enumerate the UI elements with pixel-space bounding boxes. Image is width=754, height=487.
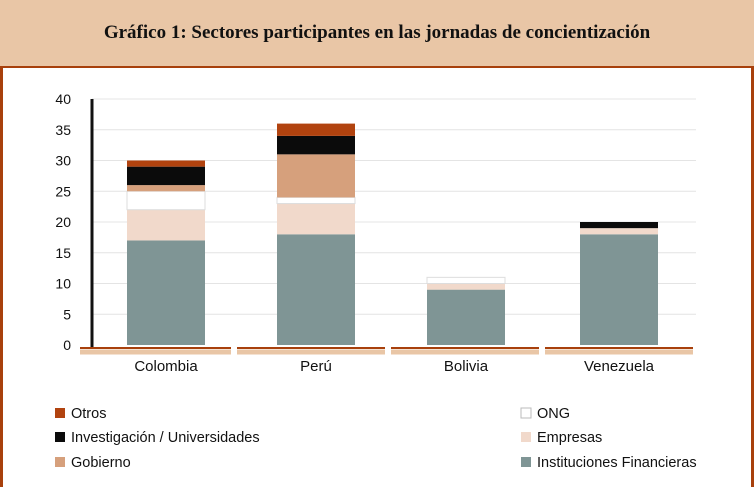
bar-segment bbox=[277, 135, 355, 155]
bar-segment bbox=[127, 166, 205, 186]
bar-segment bbox=[127, 240, 205, 345]
bar-segment bbox=[580, 234, 658, 345]
bar-segment bbox=[277, 154, 355, 198]
bar-segment bbox=[277, 203, 355, 235]
legend-swatch bbox=[55, 457, 65, 467]
y-tick-label: 30 bbox=[55, 153, 71, 169]
legend-label: ONG bbox=[537, 406, 570, 422]
y-tick-label: 10 bbox=[55, 276, 71, 292]
chart-title: Gráfico 1: Sectores participantes en las… bbox=[103, 22, 651, 43]
bar-segment bbox=[426, 276, 506, 285]
y-tick-label: 20 bbox=[55, 214, 71, 230]
x-category-label: Perú bbox=[300, 358, 332, 375]
bar-segment bbox=[580, 228, 658, 235]
y-tick-label: 40 bbox=[55, 91, 71, 107]
y-tick-label: 0 bbox=[63, 337, 71, 353]
legend-swatch bbox=[55, 432, 65, 442]
chart-header: Gráfico 1: Sectores participantes en las… bbox=[0, 0, 754, 68]
bar-segment bbox=[427, 283, 505, 290]
x-category-label: Venezuela bbox=[584, 358, 655, 375]
y-tick-label: 25 bbox=[55, 183, 71, 199]
legend-label: Investigación / Universidades bbox=[71, 430, 260, 446]
legend-swatch bbox=[521, 457, 531, 467]
bar-segment bbox=[127, 160, 205, 167]
legend-label: Otros bbox=[71, 406, 106, 422]
bar-segment bbox=[277, 123, 355, 136]
legend-swatch bbox=[520, 407, 532, 419]
bar-segment bbox=[277, 234, 355, 345]
x-category-label: Colombia bbox=[134, 358, 198, 375]
bar-segment bbox=[127, 209, 205, 241]
legend-swatch bbox=[521, 432, 531, 442]
legend-label: Gobierno bbox=[71, 455, 131, 471]
bar-segment bbox=[427, 289, 505, 345]
x-category-label: Bolivia bbox=[444, 358, 489, 375]
bar-segment bbox=[580, 222, 658, 229]
bar-segment bbox=[126, 190, 206, 211]
bar-segment bbox=[276, 196, 356, 205]
legend-label: Empresas bbox=[537, 430, 602, 446]
y-tick-label: 5 bbox=[63, 306, 71, 322]
legend-swatch bbox=[55, 408, 65, 418]
bar-segment bbox=[127, 185, 205, 192]
legend-label: Instituciones Financieras bbox=[537, 455, 697, 471]
y-tick-label: 35 bbox=[55, 122, 71, 138]
y-tick-label: 15 bbox=[55, 245, 71, 261]
